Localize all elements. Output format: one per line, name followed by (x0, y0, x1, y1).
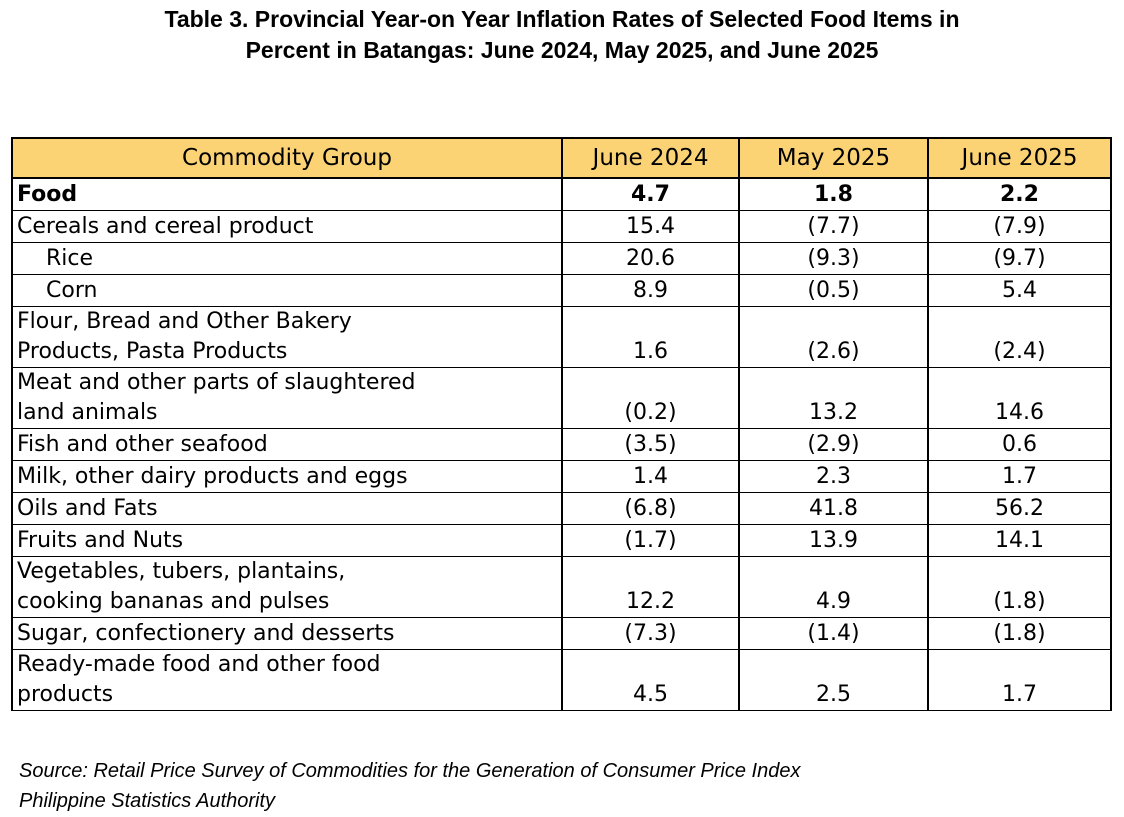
table-row: Milk, other dairy products and eggs 1.4 2.… (11, 460, 1112, 493)
commodity-name: Vegetables, tubers, plantains, (17, 559, 346, 584)
may-2025-value: (1.4) (738, 617, 929, 650)
june-2024-value: (6.8) (561, 492, 740, 525)
june-2025-value: (1.8) (927, 556, 1112, 618)
commodity-name-cell: Ready-made food and other food products (11, 649, 563, 711)
source-note: Source: Retail Price Survey of Commoditi… (19, 756, 800, 816)
may-2025-value: 2.3 (738, 460, 929, 493)
commodity-name: Food (17, 182, 78, 207)
commodity-name: Flour, Bread and Other Bakery (17, 309, 352, 334)
commodity-name: Sugar, confectionery and desserts (17, 621, 395, 646)
may-2025-value: (2.6) (738, 306, 929, 368)
commodity-name-cell: Rice (11, 242, 563, 275)
commodity-name: Cereals and cereal product (17, 214, 314, 239)
may-2025-value: (7.7) (738, 210, 929, 243)
commodity-name-cell: Oils and Fats (11, 492, 563, 525)
may-2025-value: 4.9 (738, 556, 929, 618)
commodity-name-cell: Vegetables, tubers, plantains, cooking ba… (11, 556, 563, 618)
june-2024-value: 4.5 (561, 649, 740, 711)
table-row: Rice 20.6 (9.3) (9.7) (11, 242, 1112, 275)
table-row: Fish and other seafood (3.5) (2.9) 0.6 (11, 428, 1112, 461)
commodity-name-cell: Fruits and Nuts (11, 524, 563, 557)
june-2024-value: (1.7) (561, 524, 740, 557)
commodity-name: products (17, 682, 114, 707)
june-2024-value: 1.6 (561, 306, 740, 368)
table-row: Fruits and Nuts (1.7) 13.9 14.1 (11, 524, 1112, 557)
commodity-name: land animals (17, 400, 158, 425)
june-2025-value: 2.2 (927, 177, 1112, 211)
commodity-name-cell: Meat and other parts of slaughtered land … (11, 367, 563, 429)
june-2025-value: 14.6 (927, 367, 1112, 429)
june-2025-value: 14.1 (927, 524, 1112, 557)
commodity-name: Rice (46, 246, 94, 271)
june-2024-value: (3.5) (561, 428, 740, 461)
commodity-name: Fish and other seafood (17, 432, 268, 457)
june-2024-value: (0.2) (561, 367, 740, 429)
table-row: Ready-made food and other food products 4.… (11, 649, 1112, 711)
commodity-name-cell: Flour, Bread and Other Bakery Products, P… (11, 306, 563, 368)
header-may-2025: May 2025 (738, 137, 929, 179)
may-2025-value: 13.2 (738, 367, 929, 429)
june-2024-value: 1.4 (561, 460, 740, 493)
table-row: Meat and other parts of slaughtered land … (11, 367, 1112, 429)
may-2025-value: 2.5 (738, 649, 929, 711)
table-row: Flour, Bread and Other Bakery Products, P… (11, 306, 1112, 368)
may-2025-value: 1.8 (738, 177, 929, 211)
header-commodity-group: Commodity Group (11, 137, 563, 179)
commodity-name-cell: Cereals and cereal product (11, 210, 563, 243)
table-row: Corn 8.9 (0.5) 5.4 (11, 274, 1112, 307)
table-title: Table 3. Provincial Year-on Year Inflati… (0, 4, 1124, 66)
table-title-line-1: Table 3. Provincial Year-on Year Inflati… (164, 6, 960, 32)
header-june-2025: June 2025 (927, 137, 1112, 179)
commodity-name: Milk, other dairy products and eggs (17, 464, 408, 489)
commodity-name-cell: Corn (11, 274, 563, 307)
commodity-name-cell: Fish and other seafood (11, 428, 563, 461)
source-line-2: Philippine Statistics Authority (19, 790, 276, 812)
header-june-2024: June 2024 (561, 137, 740, 179)
table-row: Food 4.7 1.8 2.2 (11, 177, 1112, 211)
source-line-1: Source: Retail Price Survey of Commoditi… (19, 760, 801, 782)
commodity-name: Products, Pasta Products (17, 339, 288, 364)
table-row: Cereals and cereal product 15.4 (7.7) (7.9) (11, 210, 1112, 243)
june-2025-value: 5.4 (927, 274, 1112, 307)
inflation-table: Commodity Group June 2024 May 2025 June … (11, 137, 1112, 711)
may-2025-value: 41.8 (738, 492, 929, 525)
table-body: Food 4.7 1.8 2.2 Cereals and cereal product 1… (11, 177, 1112, 711)
commodity-name-cell: Milk, other dairy products and eggs (11, 460, 563, 493)
may-2025-value: (9.3) (738, 242, 929, 275)
table-row: Oils and Fats (6.8) 41.8 56.2 (11, 492, 1112, 525)
may-2025-value: (0.5) (738, 274, 929, 307)
commodity-name: Oils and Fats (17, 496, 158, 521)
june-2025-value: (2.4) (927, 306, 1112, 368)
june-2024-value: 4.7 (561, 177, 740, 211)
may-2025-value: (2.9) (738, 428, 929, 461)
june-2025-value: (9.7) (927, 242, 1112, 275)
june-2025-value: 0.6 (927, 428, 1112, 461)
table-title-line-2: Percent in Batangas: June 2024, May 2025… (245, 37, 879, 63)
may-2025-value: 13.9 (738, 524, 929, 557)
table-row: Sugar, confectionery and desserts (7.3) (1… (11, 617, 1112, 650)
june-2025-value: 56.2 (927, 492, 1112, 525)
june-2025-value: (1.8) (927, 617, 1112, 650)
table-row: Vegetables, tubers, plantains, cooking ba… (11, 556, 1112, 618)
june-2025-value: 1.7 (927, 460, 1112, 493)
commodity-name: Corn (46, 278, 98, 303)
commodity-name-cell: Food (11, 177, 563, 211)
commodity-name: Meat and other parts of slaughtered (17, 370, 416, 395)
june-2025-value: (7.9) (927, 210, 1112, 243)
june-2024-value: (7.3) (561, 617, 740, 650)
header-row: Commodity Group June 2024 May 2025 June … (11, 137, 1112, 179)
june-2024-value: 15.4 (561, 210, 740, 243)
commodity-name: cooking bananas and pulses (17, 589, 330, 614)
commodity-name: Fruits and Nuts (17, 528, 184, 553)
june-2024-value: 20.6 (561, 242, 740, 275)
june-2025-value: 1.7 (927, 649, 1112, 711)
commodity-name: Ready-made food and other food (17, 652, 381, 677)
commodity-name-cell: Sugar, confectionery and desserts (11, 617, 563, 650)
june-2024-value: 12.2 (561, 556, 740, 618)
june-2024-value: 8.9 (561, 274, 740, 307)
